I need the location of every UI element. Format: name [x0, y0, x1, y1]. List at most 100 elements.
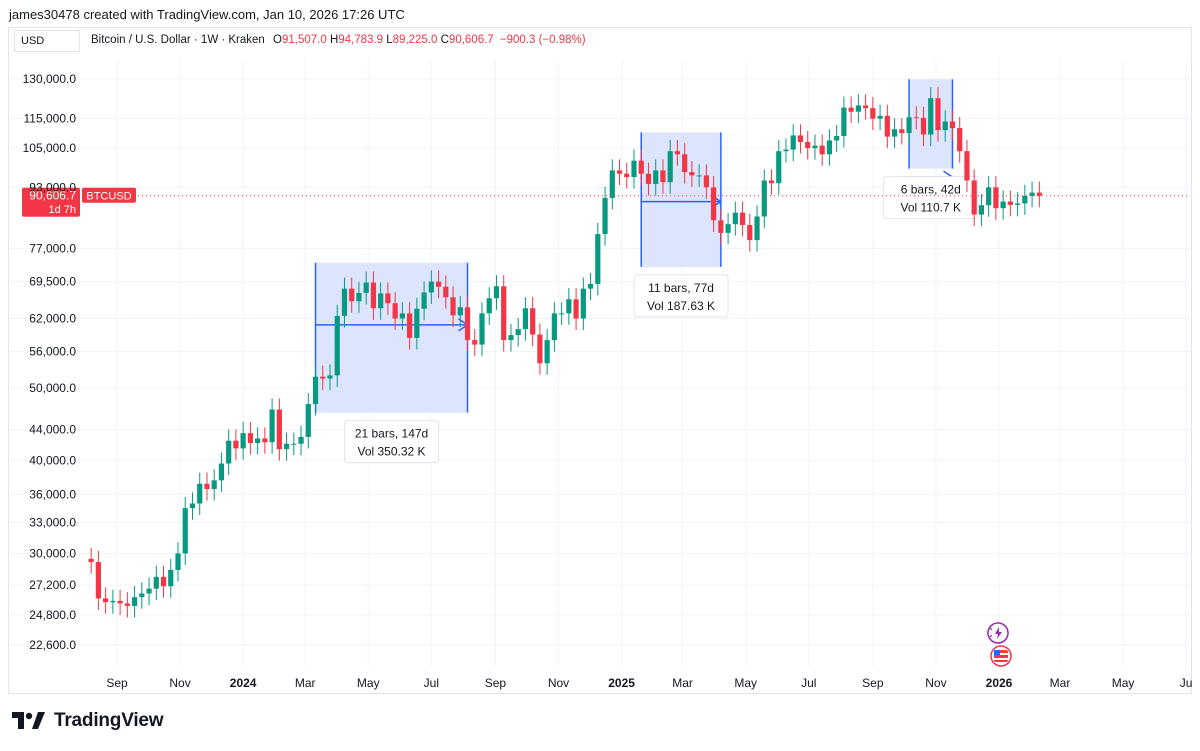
x-tick-label: Jul	[801, 676, 816, 690]
range-measure-volume-label: Vol 187.63 K	[647, 299, 715, 313]
candle-body	[870, 108, 876, 119]
bar-countdown: 1d 7h	[48, 204, 76, 216]
y-tick-label: 69,500.0	[29, 275, 76, 289]
candle-body	[305, 404, 311, 437]
candle-body	[269, 409, 275, 443]
candle-body	[739, 212, 746, 225]
ai-assistant-icon[interactable]	[987, 622, 1009, 644]
price-axis[interactable]: 130,000.0 115,000.0 105,000.0 93,000.0 77,00…	[23, 72, 77, 652]
y-tick-label: 22,600.0	[29, 638, 76, 652]
candle-body	[443, 286, 449, 298]
candle-body	[197, 483, 203, 504]
us-flag-economic-events-icon[interactable]	[990, 645, 1012, 667]
candle-body	[602, 197, 608, 235]
candle-body	[298, 436, 304, 444]
grid-lines	[9, 60, 1190, 666]
candle-body	[233, 440, 239, 449]
candle-body	[826, 140, 833, 155]
candle-body	[797, 135, 804, 142]
candle-body	[457, 307, 463, 316]
ohlc-high-value: 94,783.9	[338, 34, 384, 46]
candle-body	[783, 149, 789, 152]
last-price-tag[interactable]	[22, 187, 80, 217]
y-tick-label: 40,000.0	[29, 453, 76, 467]
candle-body	[891, 129, 898, 137]
candle-body	[146, 588, 152, 594]
candle-body	[1022, 195, 1028, 204]
x-tick-label: Mar	[295, 676, 316, 690]
candle-body	[327, 375, 333, 379]
range-measure-layer[interactable]: 21 bars, 147d Vol 350.32 K 11 bars, 77d Vol…	[314, 79, 979, 464]
candle-body	[493, 286, 500, 299]
candle-body	[428, 281, 434, 293]
candle-body	[609, 170, 615, 198]
candle-body	[616, 170, 623, 174]
attribution-text: james30478 created with TradingView.com,…	[9, 7, 405, 22]
candle-body	[88, 558, 94, 563]
candle-body	[240, 433, 246, 449]
candle-body	[501, 286, 507, 341]
chart-frame	[8, 27, 1192, 694]
x-tick-label: Mar	[672, 676, 693, 690]
range-measure-volume-label: Vol 110.7 K	[901, 201, 962, 215]
candle-body	[182, 508, 188, 554]
candle-body	[631, 160, 637, 178]
x-tick-label: 2026	[986, 676, 1013, 690]
ohlc-high-label: H	[329, 34, 339, 46]
y-tick-label: 62,000.0	[29, 312, 76, 326]
x-tick-label: Nov	[925, 676, 946, 690]
candle-body	[551, 313, 557, 341]
x-tick-label: Nov	[169, 676, 190, 690]
candle-body	[537, 334, 543, 364]
candle-body	[978, 205, 985, 215]
x-tick-label: Jul	[424, 676, 439, 690]
range-measure-volume-label: Vol 350.32 K	[357, 445, 425, 459]
y-tick-label: 30,000.0	[29, 546, 76, 560]
x-tick-label: Sep	[862, 676, 884, 690]
candle-body	[139, 593, 145, 598]
candle-body	[718, 220, 724, 233]
y-tick-label: 44,000.0	[29, 422, 76, 436]
candle-body	[566, 299, 572, 314]
y-tick-label: 56,000.0	[29, 344, 76, 358]
candle-body	[131, 597, 138, 606]
ohlc-close-value: 90,606.7	[448, 34, 494, 46]
candle-body	[1007, 201, 1013, 205]
candle-body	[117, 600, 123, 604]
candle-body	[899, 129, 905, 134]
candle-body	[124, 603, 130, 606]
tradingview-logo[interactable]: TradingView	[12, 710, 164, 732]
range-measure[interactable]: 11 bars, 77d Vol 187.63 K	[633, 132, 729, 318]
y-tick-label: 130,000.0	[23, 72, 77, 86]
y-tick-label: 93,000.0	[29, 180, 76, 194]
range-measure[interactable]: 21 bars, 147d Vol 350.32 K	[314, 262, 469, 464]
candle-body	[638, 160, 644, 174]
time-axis[interactable]: Sep Nov 2024 Mar May Jul Sep Nov 2025 Mar May Jul Se…	[106, 676, 1192, 690]
ticker-tag[interactable]	[82, 187, 136, 203]
candle-body	[544, 340, 550, 364]
x-tick-label: Mar	[1050, 676, 1071, 690]
candle-body	[848, 107, 854, 112]
candlestick-series	[88, 87, 1042, 618]
x-tick-label: May	[357, 676, 380, 690]
candle-body	[841, 107, 847, 136]
candle-body	[450, 297, 456, 316]
candle-body	[530, 308, 536, 335]
candle-body	[1015, 203, 1021, 205]
candle-body	[920, 117, 927, 135]
candle-body	[472, 340, 478, 345]
candle-body	[334, 315, 340, 376]
candle-body	[812, 145, 818, 149]
candle-body	[747, 224, 753, 241]
candle-body	[262, 438, 268, 443]
currency-selector[interactable]: USD	[14, 30, 80, 52]
symbol-legend[interactable]: Bitcoin / U.S. Dollar · 1W · Kraken O91,…	[91, 34, 586, 46]
candle-body	[218, 463, 225, 481]
candle-body	[204, 483, 210, 490]
x-tick-label: 2024	[230, 676, 257, 690]
y-tick-label: 115,000.0	[24, 112, 77, 126]
chart-icons	[987, 622, 1012, 667]
range-measure-bars-label: 21 bars, 147d	[355, 427, 428, 441]
candle-body	[1029, 192, 1035, 196]
